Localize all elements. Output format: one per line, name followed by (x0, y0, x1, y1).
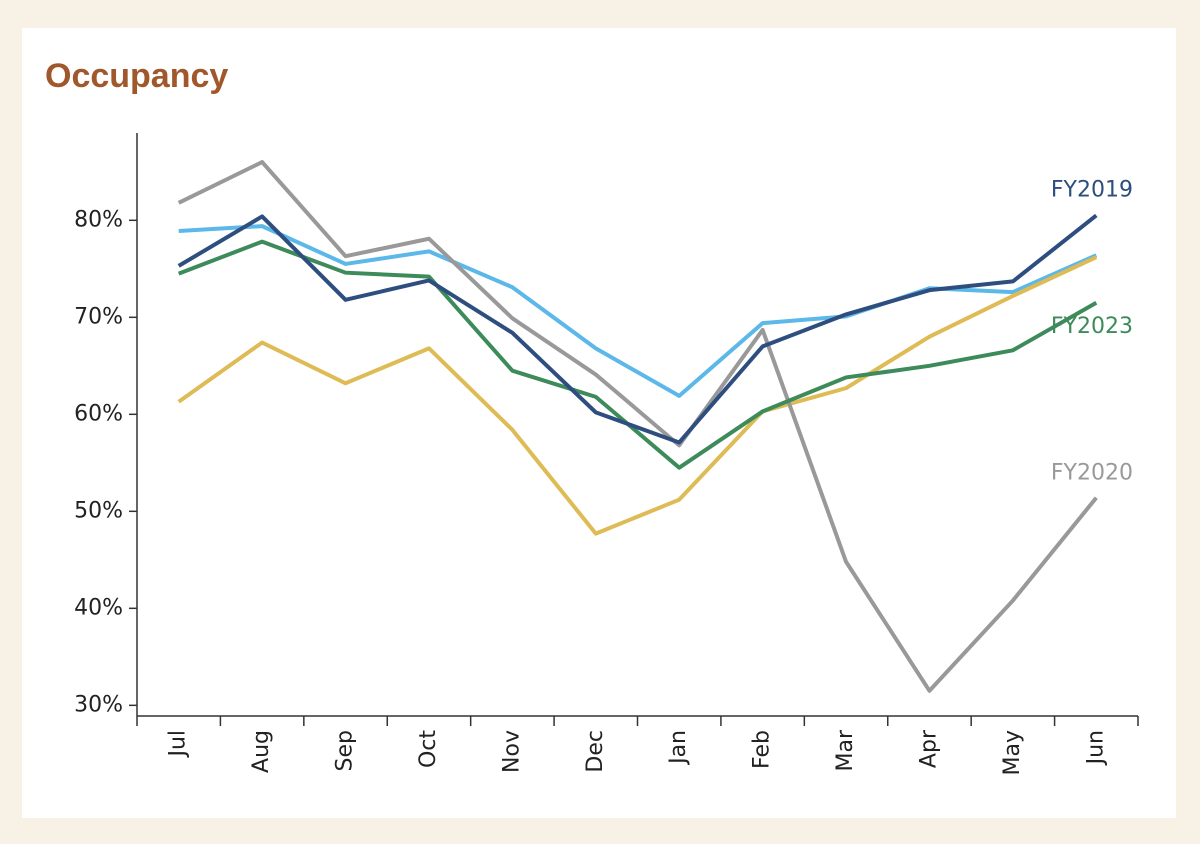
x-tick-label: Apr (916, 729, 941, 768)
x-tick-label: Aug (249, 730, 274, 773)
chart-title: Occupancy (45, 57, 228, 95)
y-tick-label: 60% (74, 401, 123, 426)
x-tick-label: Nov (499, 730, 524, 773)
series-line (177, 239, 1098, 470)
x-tick-label: Oct (416, 730, 441, 768)
x-tick-label: Dec (583, 730, 608, 773)
series-label: FY2019 (1051, 177, 1133, 202)
x-tick-label: Jun (1083, 730, 1108, 766)
x-tick-label: Jul (166, 730, 191, 759)
x-tick-label: Mar (833, 729, 858, 771)
series-line (177, 213, 1098, 445)
series-label: FY2023 (1051, 314, 1133, 339)
x-tick-label: Feb (750, 730, 775, 769)
x-tick-label: Jan (666, 730, 691, 766)
y-tick-label: 50% (74, 498, 123, 523)
series-label: FY2020 (1051, 461, 1133, 486)
y-tick-label: 70% (74, 304, 123, 329)
series-line (177, 160, 1098, 693)
x-tick-label: May (1000, 730, 1025, 775)
series-line (177, 255, 1098, 536)
y-tick-label: 30% (74, 692, 123, 717)
y-tick-label: 80% (74, 207, 123, 232)
x-tick-label: Sep (333, 730, 358, 771)
panel (22, 28, 1176, 818)
y-tick-label: 40% (74, 595, 123, 620)
